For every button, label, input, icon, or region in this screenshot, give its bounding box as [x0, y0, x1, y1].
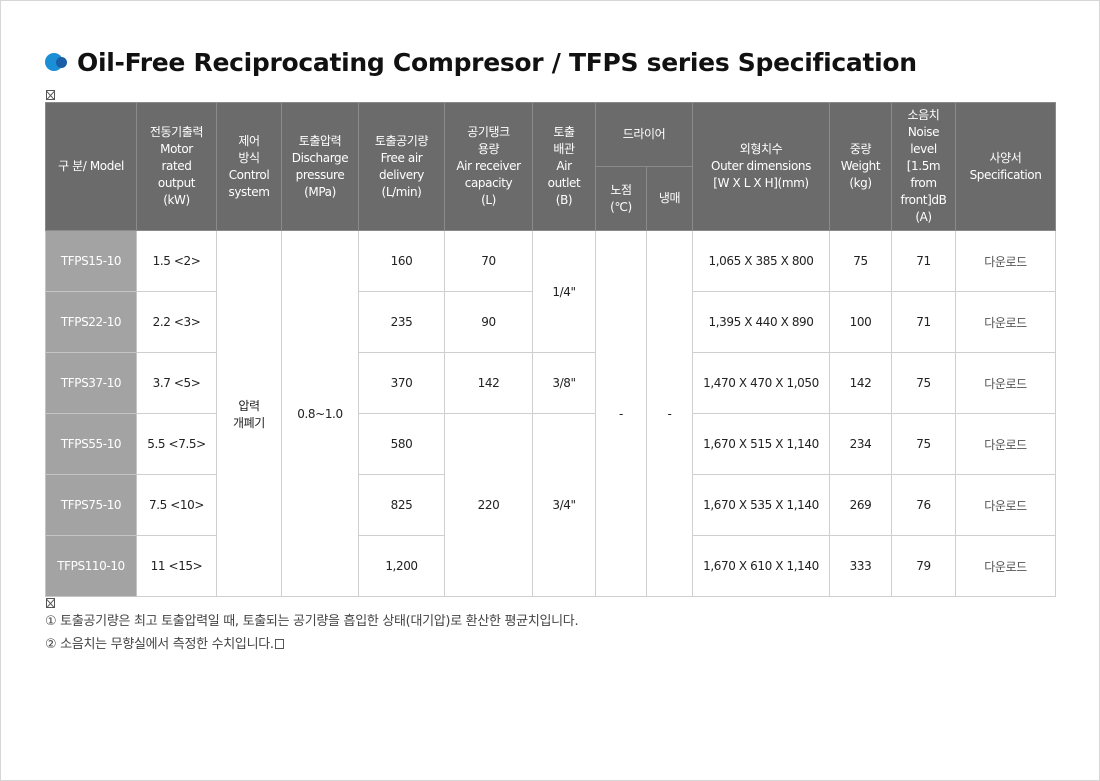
- free-air-cell: 580: [358, 413, 445, 475]
- receiver-cell: 70: [444, 230, 533, 292]
- weight-cell: 142: [829, 352, 892, 414]
- spec-download-link[interactable]: 다운로드: [955, 474, 1056, 536]
- spec-download-link[interactable]: 다운로드: [955, 230, 1056, 292]
- dimensions-cell: 1,670 X 610 X 1,140: [692, 535, 830, 597]
- broken-image-icon: [274, 639, 284, 649]
- model-cell: TFPS15-10: [45, 230, 137, 292]
- outlet-cell: 3/4": [532, 413, 596, 597]
- weight-cell: 75: [829, 230, 892, 292]
- free-air-cell: 825: [358, 474, 445, 536]
- broken-image-icon: [46, 598, 55, 608]
- free-air-cell: 235: [358, 291, 445, 353]
- table-row: TFPS15-10 1.5 <2> 압력 개폐기 0.8~1.0 160 70 …: [45, 230, 1056, 597]
- refrigerant-cell: -: [646, 230, 693, 597]
- table-row: TFPS75-10 7.5 <10> 825 1,670 X 535 X 1,1…: [45, 474, 1056, 536]
- dimensions-cell: 1,065 X 385 X 800: [692, 230, 830, 292]
- outlet-cell: 1/4": [532, 230, 596, 353]
- free-air-cell: 1,200: [358, 535, 445, 597]
- receiver-cell: 90: [444, 291, 533, 353]
- dimensions-cell: 1,395 X 440 X 890: [692, 291, 830, 353]
- header-free-air: 토출공기량 Free air delivery (L/min): [358, 102, 445, 231]
- noise-cell: 76: [891, 474, 956, 536]
- footnotes: ① 토출공기량은 최고 토출압력일 때, 토출되는 공기량을 흡입한 상태(대기…: [45, 612, 579, 658]
- spec-table: 구 분/ Model 전동기출력 Motor rated output (kW)…: [45, 102, 1056, 597]
- broken-image-icon: [46, 90, 55, 100]
- spec-download-link[interactable]: 다운로드: [955, 291, 1056, 353]
- header-pressure: 토출압력 Discharge pressure (MPa): [281, 102, 359, 231]
- model-cell: TFPS22-10: [45, 291, 137, 353]
- table-row: TFPS22-10 2.2 <3> 235 90 1,395 X 440 X 8…: [45, 291, 1056, 353]
- motor-cell: 2.2 <3>: [136, 291, 217, 353]
- weight-cell: 234: [829, 413, 892, 475]
- receiver-cell: 220: [444, 413, 533, 597]
- header-dew-point: 노점 (℃): [595, 166, 647, 231]
- model-cell: TFPS75-10: [45, 474, 137, 536]
- dimensions-cell: 1,470 X 470 X 1,050: [692, 352, 830, 414]
- spec-download-link[interactable]: 다운로드: [955, 535, 1056, 597]
- noise-cell: 75: [891, 413, 956, 475]
- noise-cell: 71: [891, 230, 956, 292]
- footnote-2-row: ② 소음치는 무향실에서 측정한 수치입니다.: [45, 635, 578, 658]
- footnote-2: ② 소음치는 무향실에서 측정한 수치입니다.: [45, 637, 274, 652]
- model-cell: TFPS110-10: [45, 535, 137, 597]
- free-air-cell: 370: [358, 352, 445, 414]
- header-refrigerant: 냉매: [646, 166, 693, 231]
- header-model: 구 분/ Model: [45, 102, 137, 231]
- motor-cell: 11 <15>: [136, 535, 217, 597]
- receiver-cell: 142: [444, 352, 533, 414]
- model-cell: TFPS55-10: [45, 413, 137, 475]
- spec-download-link[interactable]: 다운로드: [955, 352, 1056, 414]
- footnote-1: ① 토출공기량은 최고 토출압력일 때, 토출되는 공기량을 흡입한 상태(대기…: [45, 614, 579, 629]
- noise-cell: 75: [891, 352, 956, 414]
- pressure-cell: 0.8~1.0: [281, 230, 359, 597]
- dimensions-cell: 1,670 X 515 X 1,140: [692, 413, 830, 475]
- motor-cell: 1.5 <2>: [136, 230, 217, 292]
- header-dryer: 드라이어: [595, 102, 693, 167]
- table-row: TFPS55-10 5.5 <7.5> 580 220 3/4" 1,670 X…: [45, 413, 1056, 597]
- weight-cell: 269: [829, 474, 892, 536]
- header-outlet: 토출 배관 Air outlet (B): [532, 102, 596, 231]
- table-row: TFPS110-10 11 <15> 1,200 1,670 X 610 X 1…: [45, 535, 1056, 597]
- spec-download-link[interactable]: 다운로드: [955, 413, 1056, 475]
- dimensions-cell: 1,670 X 535 X 1,140: [692, 474, 830, 536]
- outlet-cell: 3/8": [532, 352, 596, 414]
- header-dimensions: 외형치수 Outer dimensions [W X L X H](mm): [692, 102, 830, 231]
- header-motor: 전동기출력 Motor rated output (kW): [136, 102, 217, 231]
- model-cell: TFPS37-10: [45, 352, 137, 414]
- motor-cell: 3.7 <5>: [136, 352, 217, 414]
- motor-cell: 5.5 <7.5>: [136, 413, 217, 475]
- title-row: Oil-Free Reciprocating Compresor / TFPS …: [45, 44, 917, 80]
- motor-cell: 7.5 <10>: [136, 474, 217, 536]
- dew-point-cell: -: [595, 230, 647, 597]
- header-control: 제어 방식 Control system: [216, 102, 282, 231]
- free-air-cell: 160: [358, 230, 445, 292]
- noise-cell: 71: [891, 291, 956, 353]
- weight-cell: 333: [829, 535, 892, 597]
- table-row: TFPS37-10 3.7 <5> 370 142 3/8" 1,470 X 4…: [45, 352, 1056, 414]
- header-noise: 소음치 Noise level [1.5m from front]dB (A): [891, 102, 956, 231]
- bullet-dots-icon: [45, 52, 71, 72]
- header-receiver: 공기탱크 용량 Air receiver capacity (L): [444, 102, 533, 231]
- noise-cell: 79: [891, 535, 956, 597]
- header-spec: 사양서 Specification: [955, 102, 1056, 231]
- weight-cell: 100: [829, 291, 892, 353]
- header-weight: 중량 Weight (kg): [829, 102, 892, 231]
- page-title: Oil-Free Reciprocating Compresor / TFPS …: [77, 47, 917, 77]
- control-cell: 압력 개폐기: [216, 230, 282, 597]
